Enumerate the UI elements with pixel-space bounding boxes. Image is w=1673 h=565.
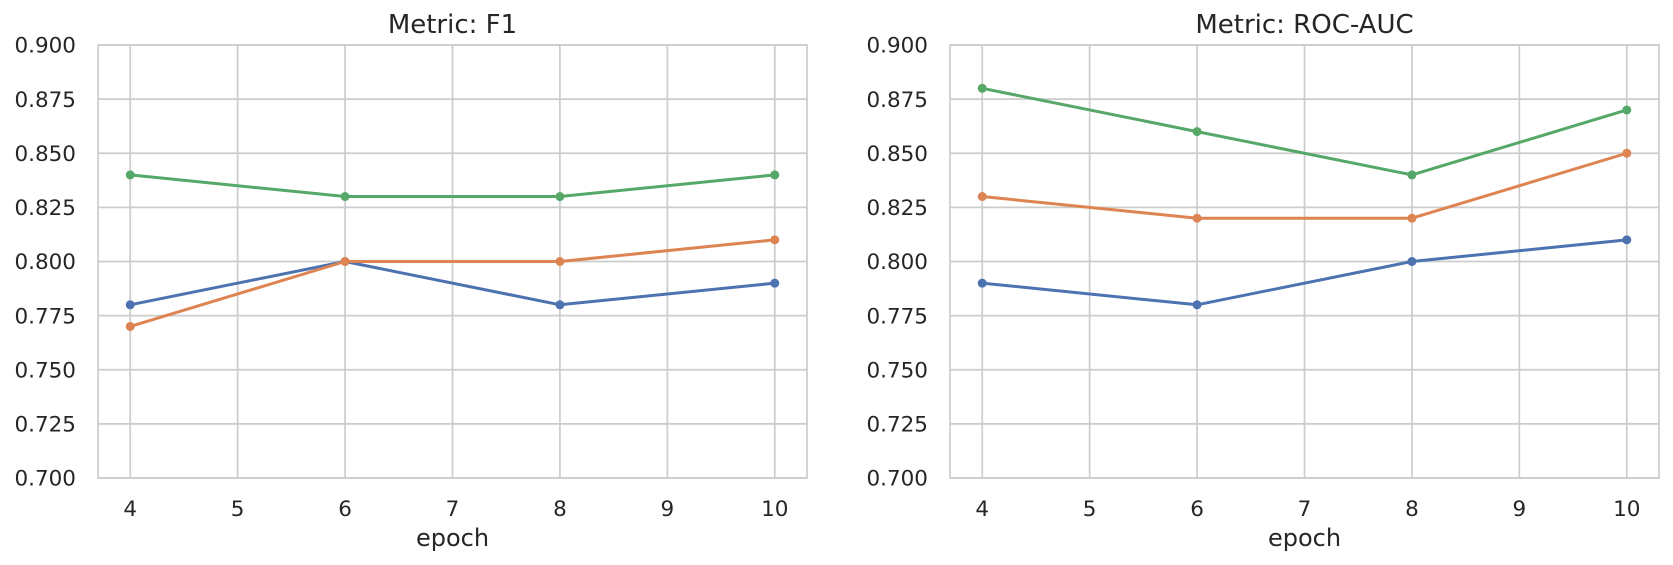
y-tick-label: 0.700 — [14, 467, 76, 492]
y-tick-label: 0.850 — [14, 142, 76, 167]
x-tick-label: 5 — [231, 497, 245, 522]
data-point-marker-green — [555, 192, 565, 202]
y-tick-label: 0.875 — [14, 88, 76, 113]
x-axis-label: epoch — [1268, 524, 1341, 552]
data-point-marker-blue — [977, 278, 987, 288]
plot-border — [949, 44, 1660, 479]
data-point-marker-green — [1407, 170, 1417, 180]
chart-roc-auc: 0.700 0.725 0.750 0.775 0.800 0.825 0.850 0.875… — [866, 10, 1660, 552]
data-point-marker-orange — [1622, 148, 1632, 158]
x-tick-label: 10 — [1613, 497, 1640, 522]
data-point-marker-green — [1192, 127, 1202, 137]
y-tick-label: 0.775 — [866, 304, 928, 329]
data-point-marker-blue — [1622, 235, 1632, 245]
y-tick-label: 0.725 — [14, 413, 76, 438]
data-point-marker-green — [340, 192, 350, 202]
series-line-orange — [128, 238, 777, 328]
y-tick-label: 0.800 — [14, 250, 76, 275]
data-point-marker-orange — [555, 257, 565, 266]
series-line-green — [980, 86, 1629, 177]
x-tick-label: 4 — [123, 497, 137, 522]
y-tick-label: 0.750 — [866, 358, 928, 383]
data-point-marker-orange — [1407, 213, 1417, 223]
y-tick-label: 0.725 — [866, 413, 928, 438]
data-point-marker-orange — [977, 192, 987, 202]
series-line-blue — [980, 238, 1629, 307]
x-tick-label: 4 — [975, 497, 989, 522]
series-line-green — [128, 173, 777, 199]
y-tick-label: 0.900 — [14, 34, 76, 59]
data-point-marker-green — [770, 170, 780, 180]
y-tick-label: 0.850 — [866, 142, 928, 167]
data-point-marker-orange — [770, 235, 780, 245]
y-tick-label: 0.825 — [866, 196, 928, 221]
y-tick-label: 0.700 — [866, 467, 928, 492]
data-point-marker-blue — [1407, 257, 1417, 266]
chart-title: Metric: F1 — [388, 10, 517, 40]
y-tick-label: 0.750 — [14, 358, 76, 383]
series-line-blue — [128, 260, 777, 307]
series-line-orange — [980, 151, 1629, 220]
x-tick-label: 8 — [553, 497, 567, 522]
data-point-marker-blue — [770, 278, 780, 288]
data-point-marker-green — [125, 170, 135, 180]
chart-title: Metric: ROC-AUC — [1195, 10, 1413, 40]
y-tick-label: 0.825 — [14, 196, 76, 221]
x-tick-label: 5 — [1083, 497, 1097, 522]
x-tick-label: 8 — [1405, 497, 1419, 522]
x-tick-label: 6 — [338, 497, 352, 522]
x-tick-label: 9 — [1513, 497, 1527, 522]
y-tick-label: 0.800 — [866, 250, 928, 275]
plot-border — [97, 44, 808, 479]
x-tick-label: 6 — [1190, 497, 1204, 522]
data-point-marker-orange — [1192, 213, 1202, 223]
x-tick-label: 10 — [761, 497, 788, 522]
x-tick-label: 9 — [661, 497, 675, 522]
data-point-marker-orange — [340, 257, 350, 266]
data-point-marker-blue — [555, 300, 565, 310]
chart-f1: 0.700 0.725 0.750 0.775 0.800 0.825 0.850 0.875… — [14, 10, 808, 552]
data-point-marker-orange — [125, 321, 135, 331]
data-point-marker-blue — [125, 300, 135, 310]
data-point-marker-green — [1622, 105, 1632, 115]
y-tick-label: 0.875 — [866, 88, 928, 113]
x-axis-label: epoch — [416, 524, 489, 552]
x-tick-label: 7 — [446, 497, 460, 522]
data-point-marker-blue — [1192, 300, 1202, 310]
y-tick-label: 0.900 — [866, 34, 928, 59]
y-tick-label: 0.775 — [14, 304, 76, 329]
data-point-marker-green — [977, 83, 987, 93]
x-tick-label: 7 — [1298, 497, 1312, 522]
